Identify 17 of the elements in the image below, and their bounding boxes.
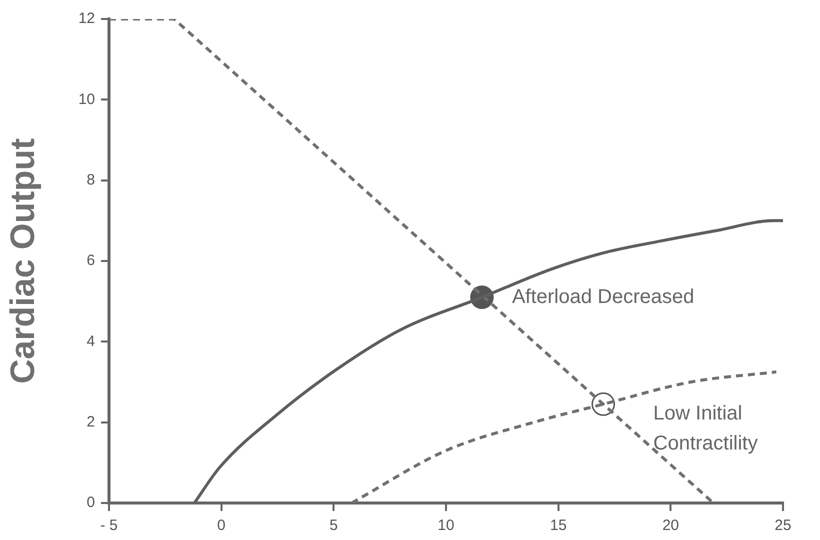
y-axis-title: Cardiac Output: [4, 138, 42, 384]
x-tick-label: 5: [329, 517, 338, 534]
y-tick-label: 8: [86, 171, 95, 188]
x-tick-label: 0: [217, 517, 226, 534]
annotation: Low Initial Contractility: [653, 402, 758, 455]
y-tick-label: 10: [78, 90, 95, 108]
y-tick-label: 6: [86, 252, 95, 270]
y-tick-label: 0: [86, 494, 95, 512]
x-tick-label: 15: [550, 517, 567, 534]
y-tick-label: 4: [86, 332, 95, 350]
x-tick-label: 10: [438, 517, 454, 534]
y-tick-label: 12: [78, 10, 95, 28]
y-tick-label: 2: [86, 413, 95, 430]
x-tick-label: 25: [774, 517, 792, 534]
annotation: Afterload Decreased: [512, 286, 694, 308]
x-tick-label: 20: [662, 517, 680, 534]
x-tick-label: - 5: [100, 517, 118, 534]
